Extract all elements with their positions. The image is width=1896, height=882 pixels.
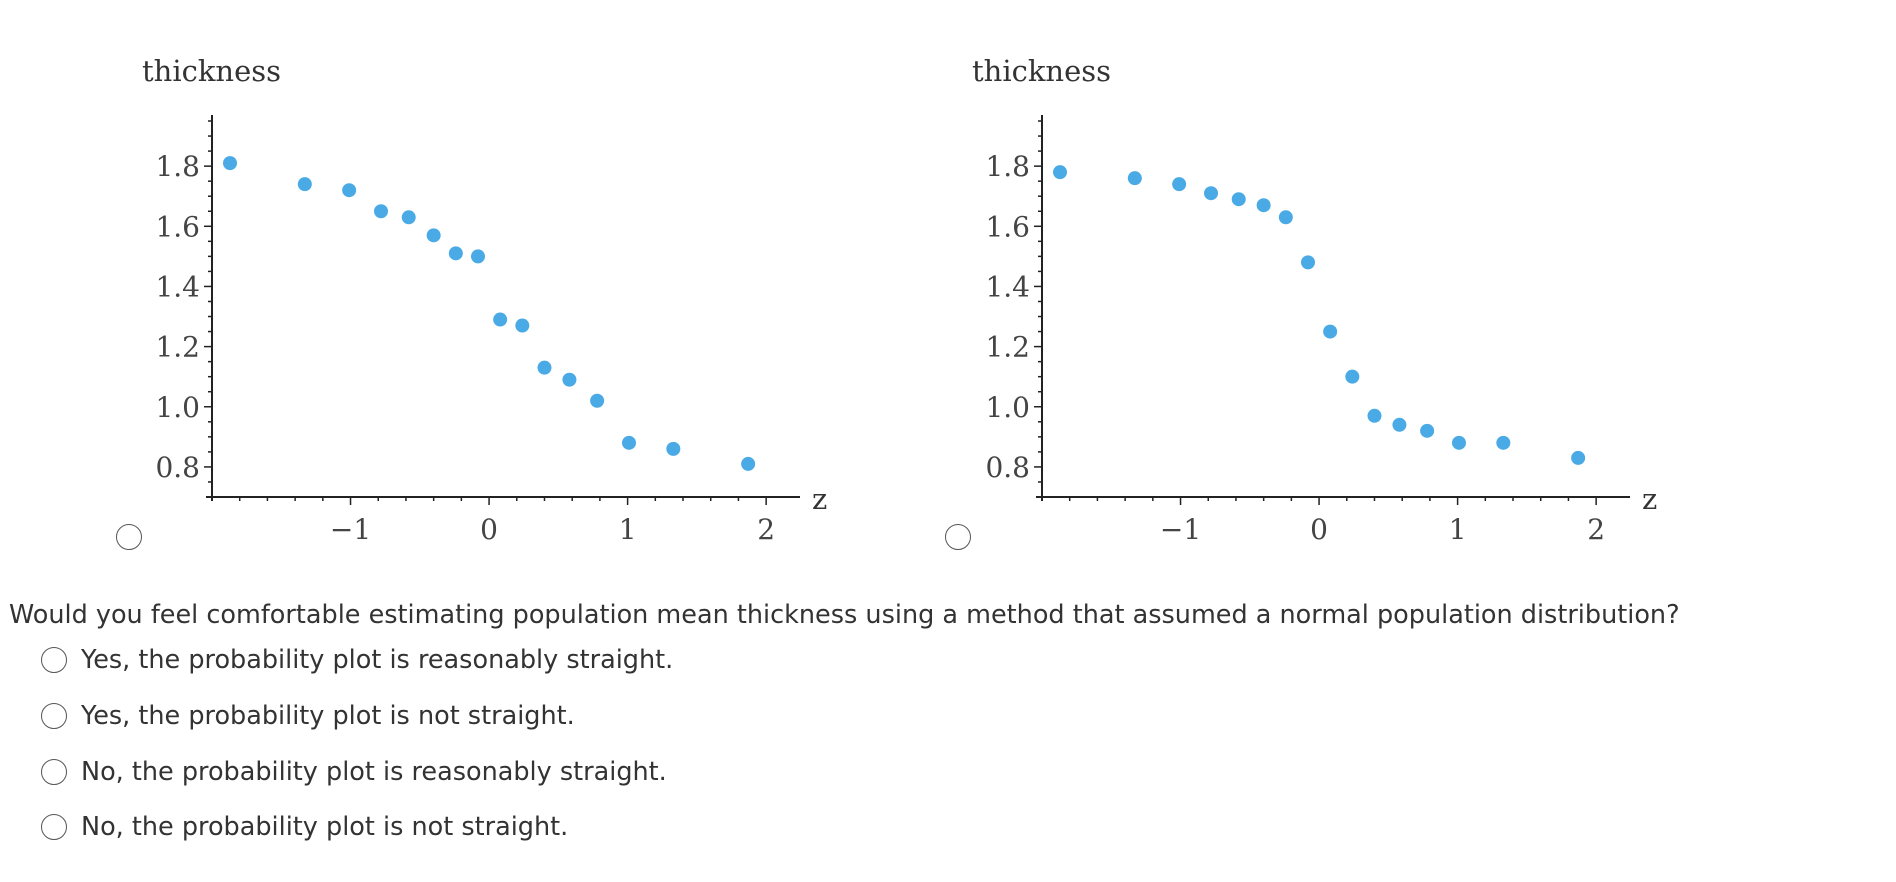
data-point [1204,186,1219,201]
data-point [562,372,577,387]
x-tick-label: 1 [619,513,637,546]
y-tick-label: 1.2 [155,331,200,364]
x-tick-label: 2 [757,513,775,546]
data-point [1367,408,1382,423]
data-point [1256,198,1271,213]
option-label: Yes, the probability plot is not straigh… [81,701,575,731]
data-point [1127,171,1142,186]
question-text: Would you feel comfortable estimating po… [9,600,1680,630]
data-point [1420,423,1435,438]
y-tick-label: 1.6 [155,210,200,243]
option-yes-not-straight[interactable]: Yes, the probability plot is not straigh… [41,701,575,731]
probability-plot-a-svg: 0.8 1.0 1.2 1.4 1.6 1.8 −1 0 1 2 thickness z [142,54,827,546]
plot-a-radio[interactable] [116,524,142,550]
y-tick-label: 1.2 [985,331,1030,364]
option-yes-straight[interactable]: Yes, the probability plot is reasonably … [41,645,673,675]
data-point [342,183,357,198]
y-tick-label: 1.8 [985,150,1030,183]
data-point [1496,435,1511,450]
option-radio[interactable] [41,647,67,673]
y-tick-label: 1.0 [985,391,1030,424]
data-point [1053,165,1068,180]
y-axis-label: thickness [972,54,1111,88]
option-radio[interactable] [41,814,67,840]
probability-plot-a: 0.8 1.0 1.2 1.4 1.6 1.8 −1 0 1 2 thickness z [120,40,840,560]
data-point [666,441,681,456]
data-point [448,246,463,261]
data-point [1300,255,1315,270]
x-tick-label: −1 [330,513,371,546]
option-label: No, the probability plot is reasonably s… [81,757,667,787]
y-tick-label: 0.8 [985,451,1030,484]
data-point [1323,324,1338,339]
x-tick-label: 1 [1449,513,1467,546]
data-point [621,435,636,450]
data-point [1392,417,1407,432]
data-point [374,204,389,219]
data-point [537,360,552,375]
data-point [426,228,441,243]
option-radio[interactable] [41,703,67,729]
data-point [1571,450,1586,465]
data-point [223,156,238,171]
x-axis-label: z [812,482,827,516]
data-point [741,456,756,471]
x-axis-label: z [1642,482,1657,516]
probability-plot-b-svg: 0.8 1.0 1.2 1.4 1.6 1.8 −1 0 1 2 thickness z [972,54,1657,546]
data-point [1278,210,1293,225]
option-radio[interactable] [41,759,67,785]
data-point [1345,369,1360,384]
plot-b-radio[interactable] [945,524,971,550]
x-tick-label: 0 [480,513,498,546]
x-tick-label: −1 [1160,513,1201,546]
y-tick-label: 1.0 [155,391,200,424]
y-tick-label: 1.4 [155,270,200,303]
x-tick-label: 0 [1310,513,1328,546]
data-point [470,249,485,264]
data-point [1231,192,1246,207]
y-tick-label: 1.8 [155,150,200,183]
x-tick-label: 2 [1587,513,1605,546]
data-point [401,210,416,225]
y-tick-label: 1.4 [985,270,1030,303]
y-tick-label: 0.8 [155,451,200,484]
data-point [515,318,530,333]
option-label: Yes, the probability plot is reasonably … [81,645,674,675]
option-no-not-straight[interactable]: No, the probability plot is not straight… [41,812,568,842]
data-point [297,177,312,192]
y-axis-label: thickness [142,54,281,88]
data-point [1451,435,1466,450]
y-tick-label: 1.6 [985,210,1030,243]
option-label: No, the probability plot is not straight… [81,812,569,842]
option-no-straight[interactable]: No, the probability plot is reasonably s… [41,757,667,787]
data-point [1172,177,1187,192]
data-point [493,312,508,327]
probability-plot-b: 0.8 1.0 1.2 1.4 1.6 1.8 −1 0 1 2 thickness z [950,40,1670,560]
data-point [590,393,605,408]
